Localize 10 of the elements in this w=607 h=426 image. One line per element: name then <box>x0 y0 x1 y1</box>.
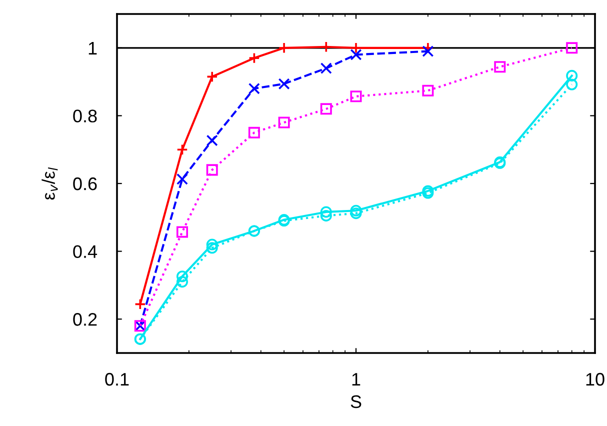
x-tick-label: 1 <box>352 373 360 386</box>
x-axis-title: S <box>350 395 362 408</box>
x-tick-label: 10 <box>586 372 604 386</box>
y-axis-title: ε$_{v}$/ε$_{l}$ <box>42 167 58 200</box>
y-tick-label: 0.6 <box>73 177 97 190</box>
y-tick-label: 0.2 <box>73 313 97 326</box>
y-tick-label: 1 <box>88 42 97 54</box>
y-tick-label: 0.8 <box>73 110 97 122</box>
y-tick-label: 0.4 <box>73 245 98 258</box>
x-tick-label: 0.1 <box>105 372 129 386</box>
